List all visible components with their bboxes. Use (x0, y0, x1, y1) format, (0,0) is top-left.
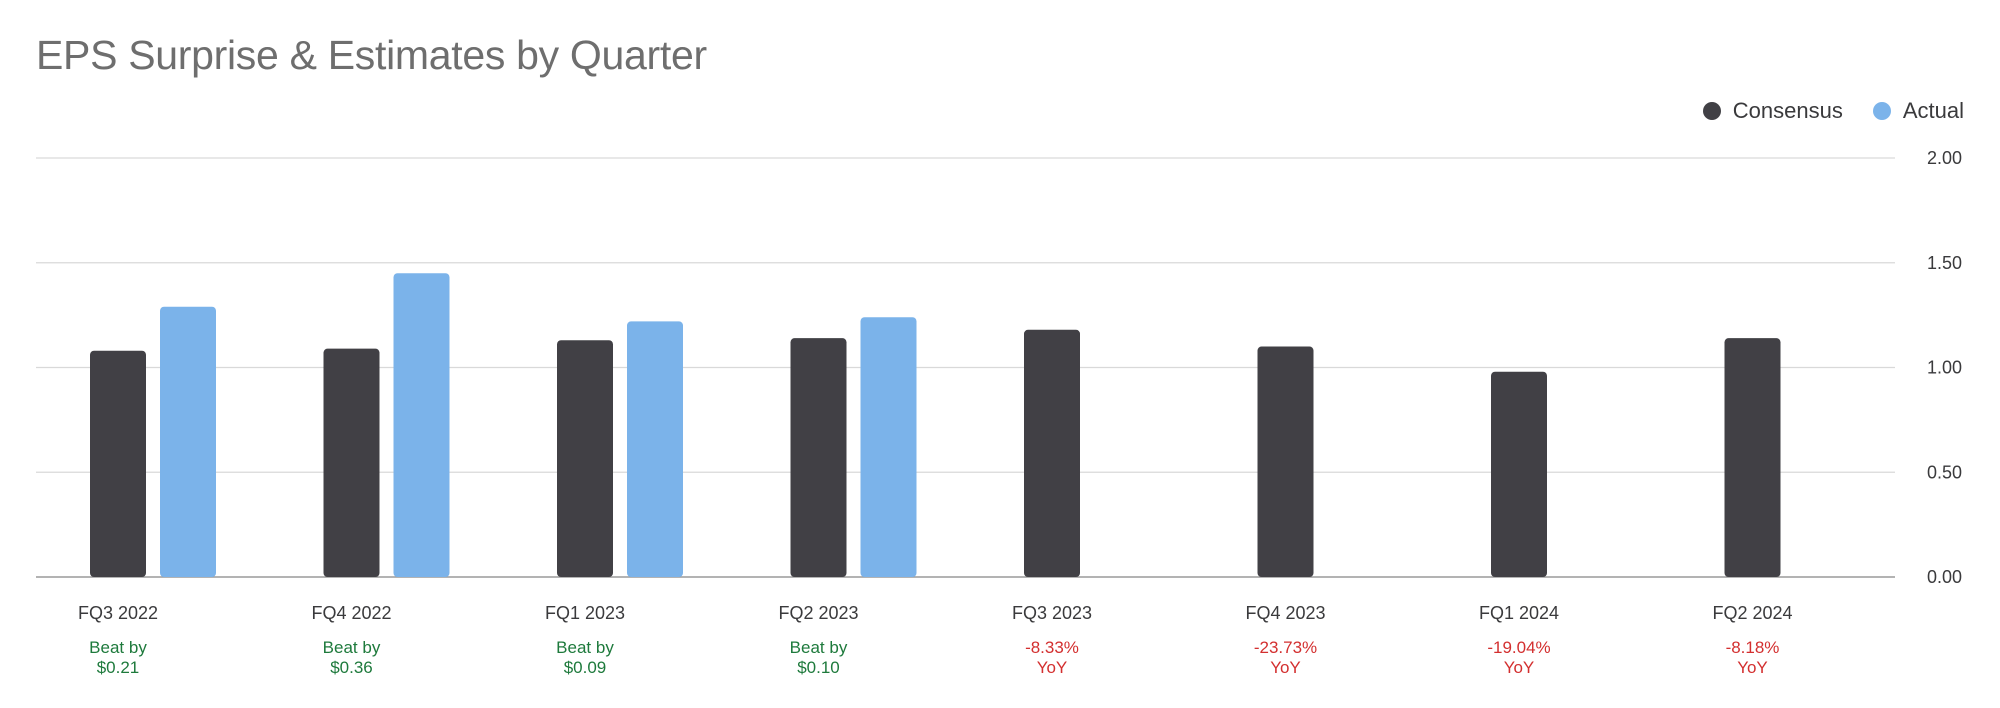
consensus-bar[interactable] (1491, 371, 1547, 577)
surprise-value: $0.36 (330, 658, 373, 677)
x-tick-label: FQ2 2024 (1712, 603, 1792, 623)
chart-title: EPS Surprise & Estimates by Quarter (36, 32, 707, 78)
consensus-bar[interactable] (557, 340, 613, 577)
surprise-label: -8.33% (1025, 638, 1079, 657)
surprise-value: YoY (1037, 658, 1068, 677)
actual-bar[interactable] (393, 273, 450, 577)
surprise-label: -23.73% (1254, 638, 1317, 657)
legend-swatch-consensus (1702, 102, 1721, 120)
x-tick-label: FQ1 2024 (1479, 603, 1559, 623)
consensus-bar[interactable] (790, 338, 847, 577)
actual-bar[interactable] (860, 317, 917, 577)
legend-label-actual: Actual (1902, 98, 1964, 123)
surprise-label: Beat by (323, 638, 381, 657)
x-tick-label: FQ4 2022 (311, 603, 391, 623)
actual-bar[interactable] (160, 306, 216, 577)
legend-swatch-actual (1872, 102, 1891, 120)
x-tick-label: FQ1 2023 (545, 603, 625, 623)
x-tick-label: FQ3 2023 (1012, 603, 1092, 623)
surprise-value: YoY (1504, 658, 1535, 677)
chart-legend: Consensus Actual (1702, 98, 1964, 124)
x-tick-label: FQ3 2022 (78, 603, 158, 623)
x-tick-label: FQ4 2023 (1245, 603, 1325, 623)
surprise-value: $0.21 (97, 658, 140, 677)
consensus-bar[interactable] (323, 348, 380, 577)
surprise-label: -19.04% (1487, 638, 1550, 657)
surprise-label: -8.18% (1726, 638, 1780, 657)
consensus-bar[interactable] (1724, 338, 1781, 577)
actual-bar[interactable] (627, 321, 683, 577)
surprise-value: $0.09 (564, 658, 607, 677)
consensus-bar[interactable] (1024, 329, 1080, 577)
consensus-bar[interactable] (1257, 346, 1314, 577)
consensus-bar[interactable] (90, 350, 146, 577)
y-tick-label: 1.00 (1927, 358, 1962, 378)
surprise-label: Beat by (790, 638, 848, 657)
legend-item-actual[interactable]: Actual (1872, 98, 1964, 124)
surprise-label: Beat by (89, 638, 147, 657)
y-tick-label: 1.50 (1927, 253, 1962, 273)
surprise-value: YoY (1737, 658, 1768, 677)
y-tick-label: 0.50 (1927, 462, 1962, 482)
surprise-value: $0.10 (797, 658, 840, 677)
surprise-label: Beat by (556, 638, 614, 657)
legend-label-consensus: Consensus (1732, 98, 1843, 123)
x-tick-label: FQ2 2023 (778, 603, 858, 623)
y-tick-label: 2.00 (1927, 148, 1962, 168)
y-tick-label: 0.00 (1927, 567, 1962, 587)
legend-item-consensus[interactable]: Consensus (1702, 98, 1843, 124)
surprise-value: YoY (1270, 658, 1301, 677)
